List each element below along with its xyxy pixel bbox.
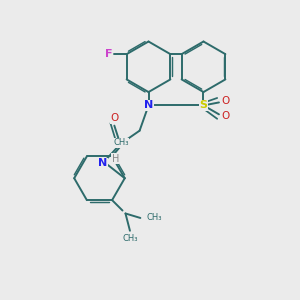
Text: O: O — [221, 111, 230, 121]
Text: S: S — [200, 100, 208, 110]
Text: H: H — [112, 154, 119, 164]
Text: CH₃: CH₃ — [147, 213, 162, 222]
Text: N: N — [144, 100, 153, 110]
Text: O: O — [110, 113, 118, 123]
Text: N: N — [98, 158, 107, 168]
Text: CH₃: CH₃ — [113, 139, 129, 148]
Text: F: F — [105, 49, 112, 59]
Text: O: O — [221, 96, 230, 106]
Text: CH₃: CH₃ — [122, 234, 138, 243]
